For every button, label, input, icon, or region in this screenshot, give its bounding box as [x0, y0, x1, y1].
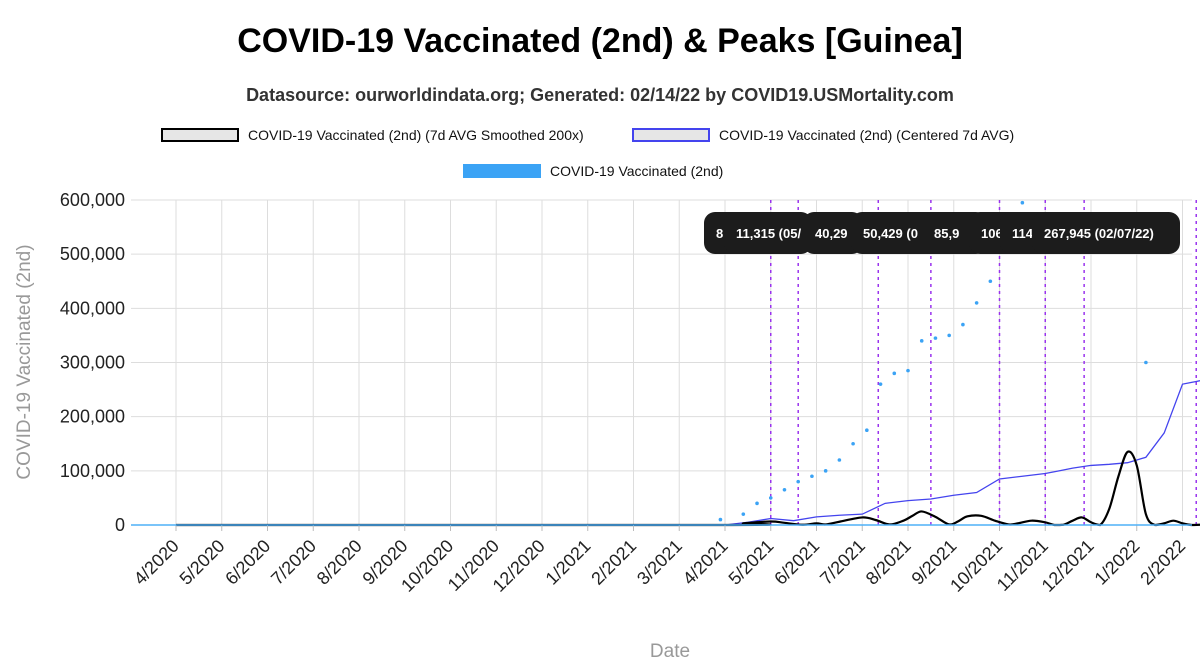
series-daily-point — [988, 279, 993, 284]
series-daily-point — [851, 441, 855, 446]
series-daily-point — [837, 458, 842, 462]
series-daily-point — [947, 333, 951, 338]
peak-label-text: 267,945 (02/07/22) — [1044, 226, 1154, 241]
legend-item-smoothed[interactable]: COVID-19 Vaccinated (2nd) (7d AVG Smooth… — [161, 126, 584, 144]
x-tick-label: 1/2021 — [542, 536, 595, 589]
legend-label-centered: COVID-19 Vaccinated (2nd) (Centered 7d A… — [719, 127, 1015, 143]
y-tick-label: 500,000 — [60, 244, 125, 264]
x-tick-label: 7/2021 — [816, 536, 869, 589]
peak-label-box — [724, 212, 812, 254]
series-daily-point — [1020, 200, 1025, 205]
series-daily-point — [741, 512, 746, 516]
series-daily-point — [1144, 360, 1148, 365]
series-daily-point — [796, 479, 800, 484]
series-daily-point — [878, 382, 883, 386]
x-tick-label: 1/2022 — [1091, 536, 1144, 589]
chart-title: COVID-19 Vaccinated (2nd) & Peaks [Guine… — [237, 22, 963, 60]
x-tick-label: 4/2021 — [679, 536, 732, 589]
x-tick-label: 7/2020 — [267, 536, 320, 589]
series-daily-point — [768, 496, 773, 500]
x-tick-label: 4/2020 — [130, 536, 183, 589]
x-tick-label: 2/2021 — [587, 536, 640, 589]
peak-label-box — [1032, 212, 1180, 254]
x-tick-label: 6/2021 — [770, 536, 823, 589]
chart-subtitle: Datasource: ourworldindata.org; Generate… — [246, 85, 954, 105]
peak-label-text: 8 — [716, 226, 723, 241]
series-daily-point — [755, 501, 759, 506]
legend-item-centered[interactable]: COVID-19 Vaccinated (2nd) (Centered 7d A… — [632, 126, 1014, 144]
y-tick-label: 600,000 — [60, 190, 125, 210]
series-daily-point — [961, 322, 965, 327]
peak-label-text: 114 — [1012, 226, 1034, 241]
peak-label-text: 106, — [981, 226, 1006, 241]
legend-item-daily[interactable]: COVID-19 Vaccinated (2nd) — [463, 162, 723, 180]
x-axis-title: Date — [650, 641, 690, 662]
series-daily-point — [919, 339, 924, 343]
peak-label-text: 11,315 (05/ — [736, 226, 801, 241]
x-tick-label: 8/2021 — [862, 536, 915, 589]
series-daily-point — [892, 371, 897, 376]
y-tick-label: 200,000 — [60, 407, 125, 427]
x-tick-label: 5/2021 — [725, 536, 778, 589]
series-daily-point — [906, 368, 910, 373]
peak-label-box — [851, 212, 943, 254]
peak-lines — [770, 200, 1197, 525]
legend-swatch-daily — [463, 164, 541, 178]
series-daily-point — [810, 474, 814, 479]
legend-label-smoothed: COVID-19 Vaccinated (2nd) (7d AVG Smooth… — [248, 127, 584, 143]
peak-label-text: 50,429 (0 — [863, 226, 918, 241]
x-tick-label: 6/2020 — [221, 536, 274, 589]
series-daily-point — [933, 336, 938, 340]
y-tick-label: 300,000 — [60, 353, 125, 373]
y-axis-title: COVID-19 Vaccinated (2nd) — [14, 244, 35, 479]
peak-label-text: 40,29 — [815, 226, 848, 241]
series-daily-point — [823, 469, 828, 473]
series-daily-point — [782, 487, 787, 492]
y-tick-label: 0 — [115, 515, 125, 535]
series-smoothed-line — [176, 450, 1200, 527]
x-tick-label: 3/2021 — [633, 536, 686, 589]
peak-label-text: 85,9 — [934, 226, 959, 241]
legend-label-daily: COVID-19 Vaccinated (2nd) — [550, 163, 724, 179]
x-tick-label: 5/2020 — [176, 536, 229, 589]
peak-label-box — [803, 212, 863, 254]
y-tick-label: 100,000 — [60, 461, 125, 481]
legend-swatch-smoothed — [161, 128, 239, 142]
series-daily-point — [718, 517, 723, 522]
y-tick-label: 400,000 — [60, 298, 125, 318]
x-tick-label: 8/2020 — [313, 536, 366, 589]
series-daily-point — [865, 428, 869, 433]
legend-swatch-centered — [632, 128, 710, 142]
x-tick-label: 2/2022 — [1136, 536, 1189, 589]
series-centered-line — [176, 380, 1200, 526]
series-daily-point — [974, 301, 979, 305]
peak-labels: 8 11,315 (05/40,29 50,429 (0 85,9 106, 114 267… — [704, 212, 1180, 254]
